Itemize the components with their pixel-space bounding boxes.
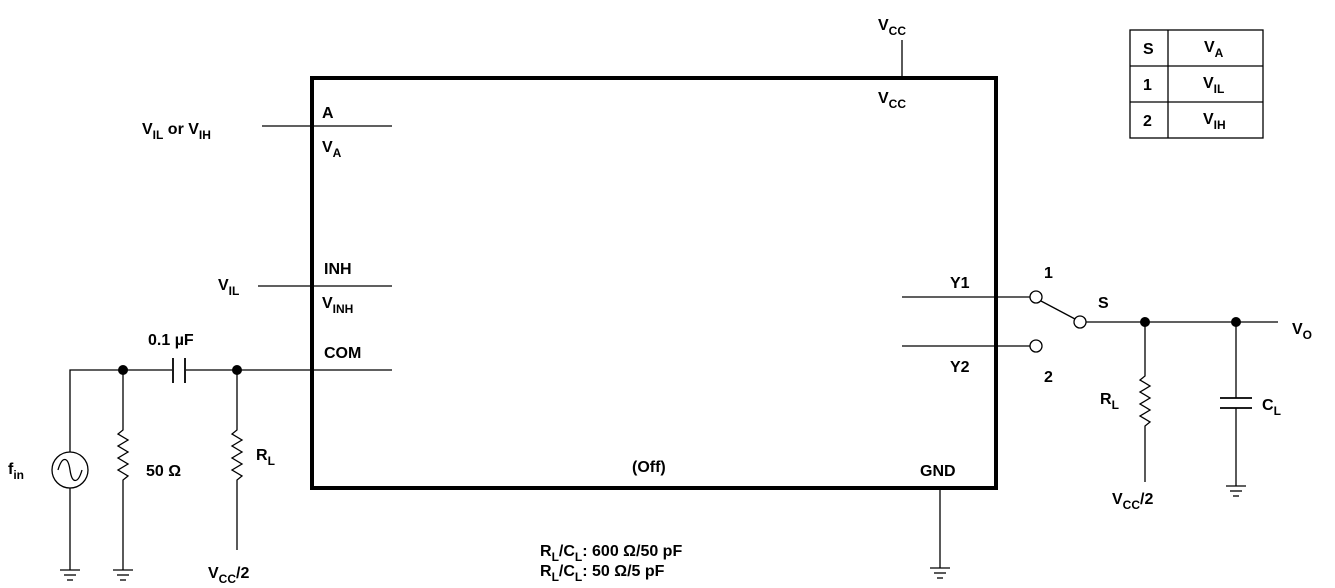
pin-vcc-label: VCC bbox=[878, 90, 906, 111]
pin-y1-label: Y1 bbox=[950, 275, 970, 292]
switch-label: S bbox=[1098, 295, 1109, 312]
ground-icon bbox=[60, 569, 80, 581]
resistor-50-ohm bbox=[116, 370, 130, 570]
table-cell-v: VIL bbox=[1203, 75, 1224, 96]
switch-arm bbox=[1040, 300, 1076, 320]
table-cell-s: 2 bbox=[1143, 113, 1152, 130]
rl-output-label: RL bbox=[1100, 391, 1119, 412]
pin-inh-label: INH bbox=[324, 261, 352, 278]
vcc-top-label: VCC bbox=[878, 17, 906, 38]
switch-contact-2 bbox=[1029, 339, 1043, 353]
table-cell-s: 1 bbox=[1143, 77, 1152, 94]
vcc2-input-label: VCC/2 bbox=[208, 565, 249, 586]
chip-status-label: (Off) bbox=[632, 459, 666, 476]
input-inh-label: VIL bbox=[218, 277, 239, 298]
switch-pos1-label: 1 bbox=[1044, 265, 1053, 282]
pin-vinh-label: VINH bbox=[322, 295, 353, 316]
ground-icon bbox=[1226, 485, 1246, 497]
vcc2-output-label: VCC/2 bbox=[1112, 491, 1153, 512]
ground-icon bbox=[930, 567, 950, 579]
ground-icon bbox=[113, 569, 133, 581]
pin-gnd-label: GND bbox=[920, 463, 956, 480]
resistor-rl-input bbox=[230, 370, 244, 550]
cap-value-label: 0.1 µF bbox=[148, 332, 194, 349]
com-input-wire bbox=[69, 369, 172, 570]
res-50-label: 50 Ω bbox=[146, 463, 181, 480]
input-a-label: VIL or VIH bbox=[142, 121, 211, 142]
switch-pos2-label: 2 bbox=[1044, 369, 1053, 386]
pin-a-label: A bbox=[322, 105, 334, 122]
pin-y2-label: Y2 bbox=[950, 359, 970, 376]
source-label: fin bbox=[8, 461, 24, 482]
table-header-va: VA bbox=[1204, 39, 1224, 60]
pin-va-label: VA bbox=[322, 139, 342, 160]
switch-common bbox=[1073, 315, 1087, 329]
switch-truth-table: S VA 1 VIL 2 VIH bbox=[1129, 29, 1264, 139]
chip-body bbox=[310, 76, 998, 490]
load-note: RL/CL: 600 Ω/50 pF bbox=[540, 543, 682, 564]
pin-com-label: COM bbox=[324, 345, 361, 362]
cl-label: CL bbox=[1262, 397, 1281, 418]
sine-wave-icon bbox=[57, 458, 83, 482]
table-cell-v: VIH bbox=[1203, 111, 1226, 132]
resistor-rl-output bbox=[1138, 322, 1152, 482]
output-label: VO bbox=[1292, 321, 1312, 342]
table-header-s: S bbox=[1143, 41, 1154, 58]
rl-input-label: RL bbox=[256, 447, 275, 468]
load-note: RL/CL: 50 Ω/5 pF bbox=[540, 563, 665, 584]
switch-contact-1 bbox=[1029, 290, 1043, 304]
